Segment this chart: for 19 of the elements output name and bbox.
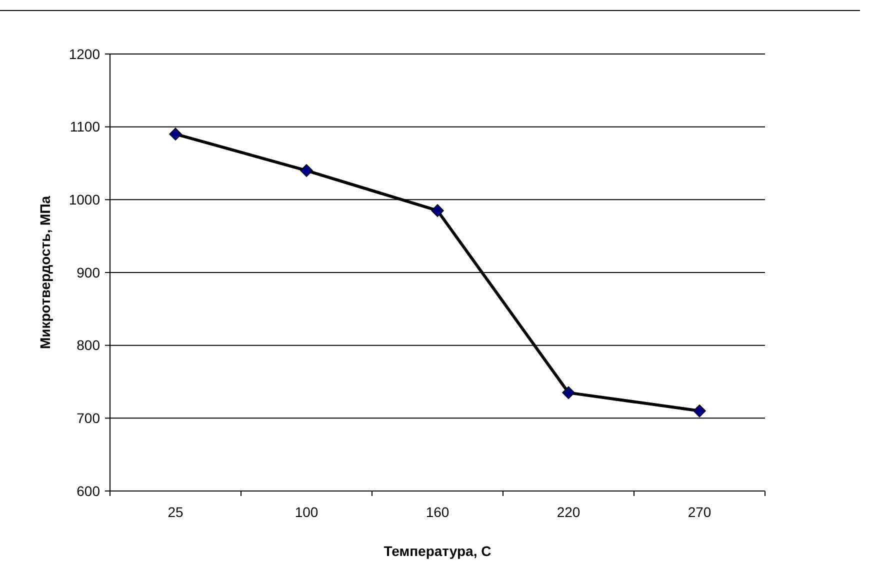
- x-tick-label: 25: [168, 504, 184, 520]
- point: [562, 386, 575, 400]
- y-tick-label: 1200: [68, 46, 100, 62]
- y-tick-label: 800: [76, 337, 100, 354]
- y-tick-label: 1000: [68, 192, 100, 208]
- y-tick-label: 600: [76, 482, 100, 499]
- x-tick-label: 100: [294, 504, 318, 520]
- x-tick-label: 270: [688, 504, 712, 520]
- y-axis-title: Микротвердость, МПа: [37, 196, 53, 350]
- point: [169, 128, 182, 141]
- y-tick-label: 900: [76, 264, 100, 280]
- point: [431, 204, 444, 217]
- x-tick-label: 220: [556, 504, 580, 520]
- point: [693, 404, 706, 418]
- x-axis-title: Температура, С: [384, 543, 492, 559]
- y-tick-label: 700: [76, 410, 100, 426]
- y-tick-label: 1100: [70, 118, 100, 135]
- point: [300, 164, 313, 177]
- x-tick-label: 160: [426, 504, 450, 520]
